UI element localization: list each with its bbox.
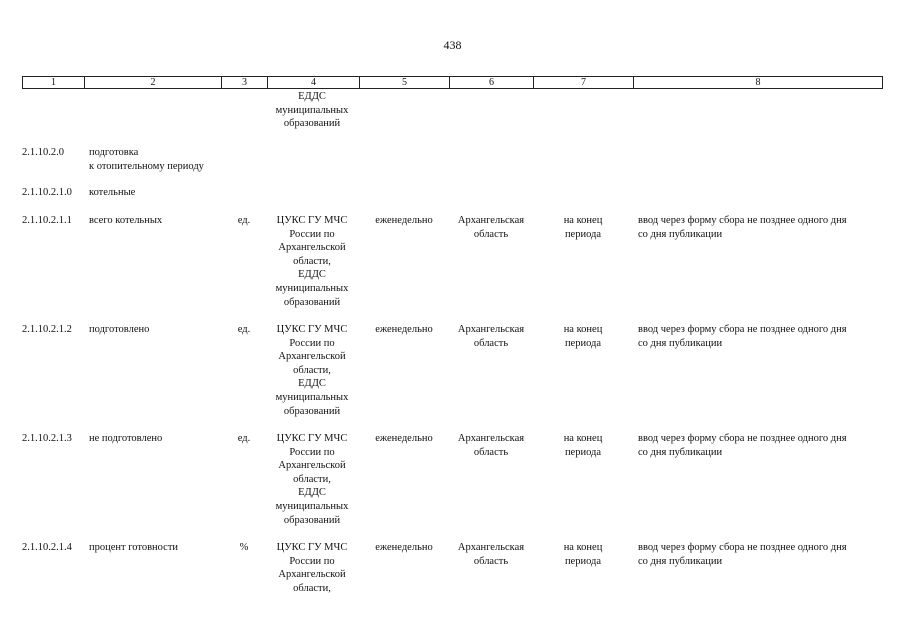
- table-header-row: 1 2 3 4 5 6 7 8: [22, 76, 883, 89]
- name-cell: процент готовности: [89, 542, 179, 553]
- header-col-4: 4: [268, 77, 360, 88]
- page-number: 438: [443, 38, 462, 52]
- code-cell: 2.1.10.2.1.1: [22, 215, 72, 226]
- unit-cell: %: [239, 542, 249, 553]
- source-cell: ЕДДС муниципальных образований: [275, 91, 349, 130]
- header-col-6: 6: [450, 77, 534, 88]
- header-col-8: 8: [755, 77, 761, 88]
- name-cell: не подготовлено: [89, 433, 163, 444]
- name-cell: подготовлено: [89, 324, 150, 335]
- code-cell: 2.1.10.2.0: [22, 147, 64, 158]
- unit-cell: ед.: [237, 433, 251, 444]
- frequency-cell: еженедельно: [375, 324, 433, 335]
- name-cell: подготовка к отопительному периоду: [89, 147, 204, 172]
- header-col-1: 1: [23, 77, 85, 88]
- source-cell: ЦУКС ГУ МЧС России по Архангельской обла…: [275, 324, 349, 417]
- period-cell: на конец периода: [563, 433, 603, 458]
- territory-cell: Архангельская область: [457, 542, 525, 567]
- header-col-3: 3: [222, 77, 268, 88]
- frequency-cell: еженедельно: [375, 215, 433, 226]
- period-cell: на конец периода: [563, 215, 603, 240]
- method-cell: ввод через форму сбора не позднее одного…: [638, 542, 847, 567]
- source-cell: ЦУКС ГУ МЧС России по Архангельской обла…: [275, 433, 349, 526]
- header-col-5: 5: [360, 77, 450, 88]
- method-cell: ввод через форму сбора не позднее одного…: [638, 215, 847, 240]
- code-cell: 2.1.10.2.1.4: [22, 542, 72, 553]
- code-cell: 2.1.10.2.1.0: [22, 187, 72, 198]
- name-cell: котельные: [89, 187, 136, 198]
- header-col-7: 7: [534, 77, 634, 88]
- territory-cell: Архангельская область: [457, 215, 525, 240]
- frequency-cell: еженедельно: [375, 433, 433, 444]
- method-cell: ввод через форму сбора не позднее одного…: [638, 324, 847, 349]
- name-cell: всего котельных: [89, 215, 163, 226]
- unit-cell: ед.: [237, 324, 251, 335]
- method-cell: ввод через форму сбора не позднее одного…: [638, 433, 847, 458]
- header-col-2: 2: [85, 77, 222, 88]
- code-cell: 2.1.10.2.1.2: [22, 324, 72, 335]
- territory-cell: Архангельская область: [457, 324, 525, 349]
- period-cell: на конец периода: [563, 324, 603, 349]
- code-cell: 2.1.10.2.1.3: [22, 433, 72, 444]
- territory-cell: Архангельская область: [457, 433, 525, 458]
- frequency-cell: еженедельно: [375, 542, 433, 553]
- period-cell: на конец периода: [563, 542, 603, 567]
- unit-cell: ед.: [237, 215, 251, 226]
- source-cell: ЦУКС ГУ МЧС России по Архангельской обла…: [276, 542, 348, 594]
- source-cell: ЦУКС ГУ МЧС России по Архангельской обла…: [275, 215, 349, 308]
